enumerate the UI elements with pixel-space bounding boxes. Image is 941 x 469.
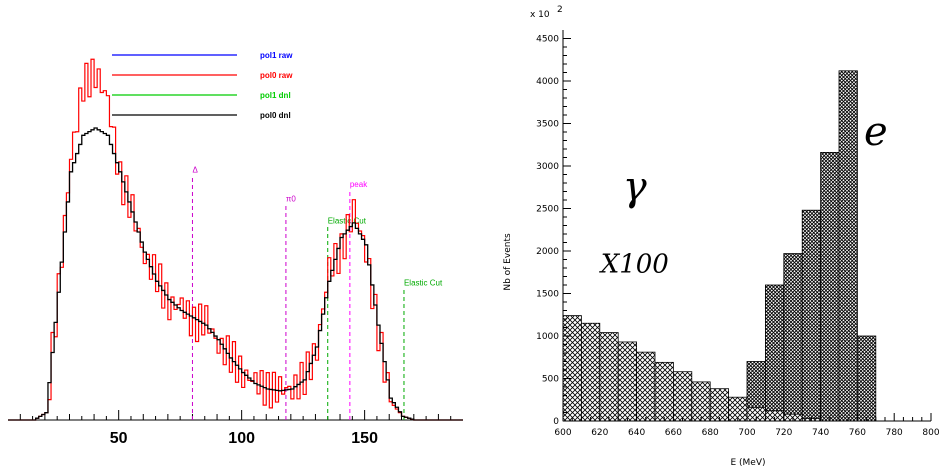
left-series-group bbox=[8, 58, 463, 421]
right-x-tick-label: 600 bbox=[554, 428, 571, 438]
right-y-tick-label: 4500 bbox=[536, 35, 559, 45]
x-axis-label: E (MeV) bbox=[730, 458, 765, 468]
right-x-tick-label: 620 bbox=[591, 428, 608, 438]
right-y-tick-label: 1000 bbox=[536, 332, 559, 342]
left-x-tick-label: 150 bbox=[351, 430, 378, 447]
right-y-tick-label: 1500 bbox=[536, 290, 559, 300]
left-annotation-label: Elastic Cut bbox=[328, 217, 367, 226]
legend-label: pol0 dnl bbox=[260, 111, 291, 120]
y-scale-label: x 10 bbox=[530, 10, 550, 20]
histogram-bar bbox=[838, 70, 858, 422]
histogram-bar bbox=[857, 335, 877, 422]
series-line-pol0-raw bbox=[8, 58, 463, 421]
right-histogram-chart: 600 620 640 660 680 700 720 740 760 780 800 0 500 100… bbox=[503, 5, 940, 468]
legend-label: pol1 dnl bbox=[260, 91, 291, 100]
y-axis-label: Nb of Events bbox=[503, 233, 513, 291]
left-annotation-label: Elastic Cut bbox=[404, 279, 443, 288]
histogram-bar bbox=[765, 284, 785, 422]
histogram-bar bbox=[617, 341, 638, 422]
histogram-bar bbox=[783, 253, 803, 422]
y-scale-exponent: 2 bbox=[557, 5, 563, 15]
right-y-tick-label: 3500 bbox=[536, 120, 559, 130]
right-x-tick-label: 660 bbox=[665, 428, 682, 438]
legend-label: pol1 raw bbox=[260, 51, 293, 60]
histogram-bar bbox=[636, 351, 656, 422]
right-y-tick-label: 0 bbox=[553, 417, 559, 427]
right-x-tick-label: 680 bbox=[702, 428, 719, 438]
histogram-bar bbox=[581, 322, 601, 422]
histogram-bar bbox=[709, 388, 730, 422]
legend-label: pol0 raw bbox=[260, 71, 293, 80]
right-x-tick-label: 800 bbox=[922, 428, 939, 438]
right-y-tick-label: 500 bbox=[542, 375, 559, 385]
histogram-bar bbox=[599, 332, 619, 422]
histogram-bar bbox=[801, 209, 822, 422]
series-line-pol0-dnl bbox=[8, 127, 463, 421]
right-y-tick-label: 2000 bbox=[536, 247, 559, 257]
left-annotation-label: Δ bbox=[192, 165, 198, 174]
left-x-tick-label: 100 bbox=[228, 430, 255, 447]
right-x-tick-label: 720 bbox=[775, 428, 792, 438]
right-x-tick-label: 780 bbox=[886, 428, 903, 438]
left-histogram-chart: 50 100 150 Δπ0 Elastic Cut peak Elastic Cut p… bbox=[8, 51, 463, 447]
right-x-tick-label: 700 bbox=[738, 428, 755, 438]
right-y-tick-label: 2500 bbox=[536, 205, 559, 215]
left-x-ticks: 50 100 150 bbox=[19, 410, 452, 447]
histogram-bar bbox=[691, 381, 711, 422]
right-annotation-label: γ bbox=[623, 164, 647, 210]
left-annotation-lines: Δπ0 Elastic Cut peak Elastic Cut bbox=[191, 165, 443, 420]
left-x-tick-label: 50 bbox=[110, 430, 128, 447]
left-annotation-label: π0 bbox=[286, 195, 297, 204]
histogram-bar bbox=[820, 151, 840, 422]
right-annotations: e γ X100 bbox=[599, 109, 888, 280]
histogram-bar bbox=[673, 371, 693, 422]
right-y-tick-label: 3000 bbox=[536, 162, 559, 172]
left-annotation-label: peak bbox=[350, 180, 368, 189]
right-x-tick-label: 740 bbox=[812, 428, 829, 438]
histogram-bar bbox=[562, 315, 582, 422]
histogram-bar bbox=[654, 361, 674, 422]
right-annotation-label: X100 bbox=[599, 249, 669, 279]
left-legend: pol1 raw pol0 raw pol1 dnl pol0 dnl bbox=[112, 51, 293, 120]
right-annotation-label: e bbox=[864, 109, 888, 155]
right-axis-ticks: 600 620 640 660 680 700 720 740 760 780 800 0 500 100… bbox=[536, 35, 940, 439]
right-bars-group bbox=[562, 70, 877, 422]
right-y-tick-label: 4000 bbox=[536, 77, 559, 87]
right-x-tick-label: 640 bbox=[628, 428, 645, 438]
right-x-tick-label: 760 bbox=[849, 428, 866, 438]
